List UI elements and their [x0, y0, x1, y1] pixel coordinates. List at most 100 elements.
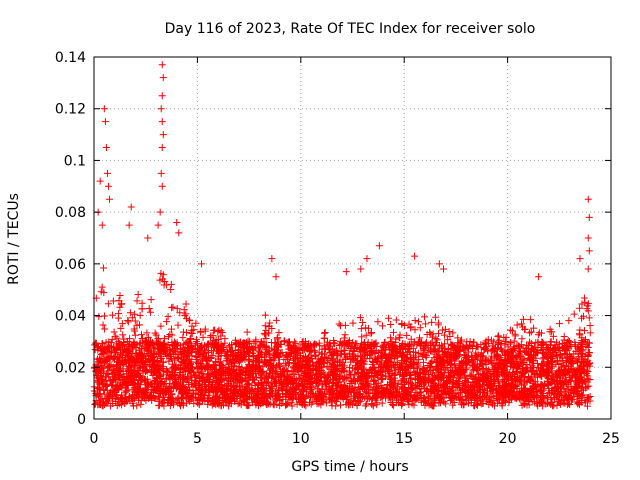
data-point — [407, 323, 415, 331]
data-point — [341, 381, 349, 389]
data-point — [143, 338, 151, 346]
data-point — [417, 350, 425, 358]
data-point — [340, 334, 348, 342]
data-point — [95, 383, 103, 391]
data-point — [341, 321, 349, 329]
data-point — [288, 402, 296, 410]
data-point — [458, 336, 466, 344]
data-point — [157, 322, 165, 330]
data-point — [367, 330, 375, 338]
data-point — [261, 311, 269, 319]
data-point — [323, 341, 331, 349]
data-point — [510, 337, 518, 345]
data-point — [209, 332, 217, 340]
data-point — [103, 353, 111, 361]
data-point — [432, 335, 440, 343]
data-point — [288, 395, 296, 403]
data-point — [100, 264, 108, 272]
data-point — [349, 319, 357, 327]
data-point — [415, 318, 423, 326]
x-axis-label: GPS time / hours — [291, 459, 408, 475]
data-point — [144, 333, 152, 341]
data-point — [494, 333, 502, 341]
data-point — [195, 368, 203, 376]
data-point — [181, 312, 189, 320]
data-point — [331, 340, 339, 348]
data-point — [419, 358, 427, 366]
data-point — [99, 321, 107, 329]
data-point — [423, 352, 431, 360]
data-point — [518, 335, 526, 343]
data-point — [120, 335, 128, 343]
data-point — [282, 352, 290, 360]
data-point — [439, 343, 447, 351]
data-point — [546, 325, 554, 333]
data-point — [462, 359, 470, 367]
data-point — [564, 338, 572, 346]
data-point — [335, 320, 343, 328]
data-point — [580, 294, 588, 302]
data-point — [387, 334, 395, 342]
data-point — [120, 373, 128, 381]
data-point — [369, 402, 377, 410]
data-point — [164, 367, 172, 375]
data-point — [488, 392, 496, 400]
data-point — [466, 338, 474, 346]
data-point — [439, 326, 447, 334]
data-point — [392, 316, 400, 324]
data-point — [387, 320, 395, 328]
data-point — [527, 316, 535, 324]
data-point — [362, 400, 370, 408]
data-point — [579, 347, 587, 355]
data-point — [124, 380, 132, 388]
data-point — [296, 374, 304, 382]
data-point — [396, 364, 404, 372]
data-point — [573, 359, 581, 367]
data-point — [137, 331, 145, 339]
data-point — [565, 317, 573, 325]
data-point — [521, 325, 529, 333]
data-point — [134, 291, 142, 299]
data-point — [261, 322, 269, 330]
data-point — [249, 386, 257, 394]
data-point — [570, 310, 578, 318]
data-point — [460, 346, 468, 354]
data-point — [259, 384, 267, 392]
data-point — [320, 334, 328, 342]
data-point — [578, 334, 586, 342]
data-point — [277, 340, 285, 348]
data-point — [586, 329, 594, 337]
data-point — [167, 325, 175, 333]
data-point — [416, 324, 424, 332]
data-point — [309, 398, 317, 406]
data-point — [279, 389, 287, 397]
data-point — [495, 332, 503, 340]
data-point — [184, 338, 192, 346]
data-point — [164, 313, 172, 321]
data-point — [116, 303, 124, 311]
data-point — [118, 320, 126, 328]
data-point — [385, 314, 393, 322]
data-point — [398, 400, 406, 408]
data-point — [233, 386, 241, 394]
data-point — [518, 320, 526, 328]
data-point — [468, 342, 476, 350]
data-point — [428, 318, 436, 326]
data-point — [119, 331, 127, 339]
data-point — [530, 324, 538, 332]
data-point — [341, 331, 349, 339]
data-point — [272, 316, 280, 324]
data-point — [390, 355, 398, 363]
data-point — [262, 334, 270, 342]
data-point — [298, 338, 306, 346]
data-point — [267, 383, 275, 391]
data-point — [367, 351, 375, 359]
data-point — [289, 394, 297, 402]
data-point — [424, 370, 432, 378]
data-point — [131, 310, 139, 318]
data-point — [146, 337, 154, 345]
data-point — [260, 329, 268, 337]
data-point — [117, 300, 125, 308]
data-point — [477, 341, 485, 349]
data-point — [275, 329, 283, 337]
